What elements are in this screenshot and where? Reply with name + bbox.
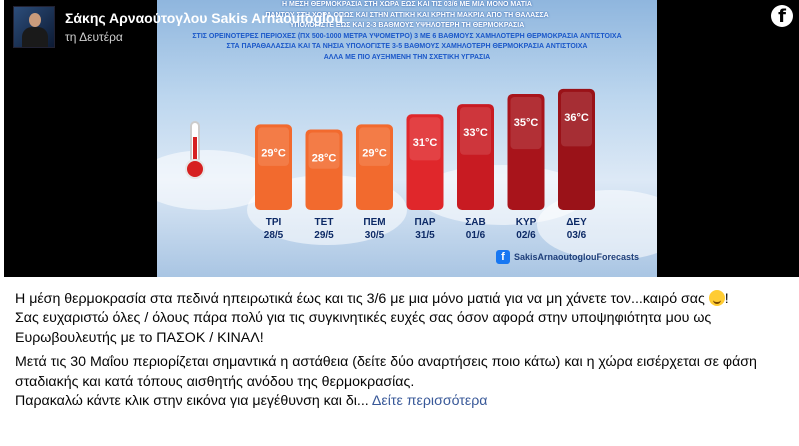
bar-group: 36°C ΔΕΥ 03/6 — [558, 88, 595, 241]
bar-highlight — [409, 117, 441, 161]
bar-highlight — [460, 107, 491, 155]
day-label: ΠΕΜ — [363, 217, 385, 228]
post-author: Σάκης Αρναούτογλου Sakis Arnaoutoglou τη… — [13, 6, 343, 48]
bar-group: 29°C ΤΡΙ 28/5 — [255, 124, 292, 241]
temperature-bar — [507, 93, 545, 210]
bar-group: 29°C ΠΕΜ 30/5 — [356, 124, 393, 241]
bar-highlight — [258, 127, 289, 166]
temperature-bar — [406, 114, 444, 210]
date-label: 30/5 — [365, 230, 385, 241]
day-label: ΠΑΡ — [414, 217, 435, 228]
forecast-graphic[interactable]: Η ΜΕΣΗ ΘΕΡΜΟΚΡΑΣΙΑ ΣΤΗ ΧΩΡΑ ΕΩΣ ΚΑΙ ΤΙΣ … — [157, 0, 657, 277]
temperature-bar — [305, 129, 343, 210]
post-paragraph-text: Μετά τις 30 Μαΐου περιορίζεται σημαντικά… — [15, 354, 757, 390]
headline-line: ΣΤΑ ΠΑΡΑΘΑΛΑΣΣΙΑ ΚΑΙ ΤΑ ΝΗΣΙΑ ΥΠΟΛΟΓΙΣΤΕ… — [226, 43, 588, 50]
facebook-icon: f — [496, 250, 510, 264]
temperature-value-label: 29°C — [362, 147, 387, 159]
headline-line: ΥΠΟΛΟΓΙΣΤΕ ΕΩΣ ΚΑΙ 2-3 ΒΑΘΜΟΥΣ ΥΨΗΛΟΤΕΡΗ… — [289, 22, 525, 29]
post-image[interactable]: Η ΜΕΣΗ ΘΕΡΜΟΚΡΑΣΙΑ ΣΤΗ ΧΩΡΑ ΕΩΣ ΚΑΙ ΤΙΣ … — [4, 0, 799, 277]
bar-highlight — [561, 91, 592, 147]
facebook-tag: f SakisArnaoutoglouForecasts — [496, 250, 639, 264]
cloud-decoration — [537, 190, 657, 260]
post-date[interactable]: τη Δευτέρα — [65, 30, 123, 44]
date-label: 03/6 — [567, 230, 587, 241]
bar-group: 31°C ΠΑΡ 31/5 — [406, 114, 444, 241]
temperature-bar-chart: 29°C ΤΡΙ 28/5 28°C ΤΕΤ 29/5 29°C ΠΕΜ 30/5 31°C ΠΑΡ… — [255, 88, 595, 241]
avatar[interactable] — [13, 6, 55, 48]
bar-highlight — [510, 96, 542, 150]
see-more-link[interactable]: Δείτε περισσότερα — [371, 393, 488, 410]
temperature-value-label: 36°C — [564, 112, 589, 124]
day-label: ΚΥΡ — [516, 217, 537, 228]
date-label: 31/5 — [415, 230, 435, 241]
post-paragraph-text: ! — [724, 291, 729, 307]
headline-line: ΣΤΙΣ ΟΡΕΙΝΟΤΕΡΕΣ ΠΕΡΙΟΧΕΣ (ΠΧ 500-1000 Μ… — [192, 32, 622, 40]
post-paragraph-text: Παρακαλώ κάντε κλικ στην εικόνα για μεγέ… — [15, 393, 369, 410]
day-label: ΤΡΙ — [266, 217, 282, 228]
headline-line: Η ΜΕΣΗ ΘΕΡΜΟΚΡΑΣΙΑ ΣΤΗ ΧΩΡΑ ΕΩΣ ΚΑΙ ΤΙΣ … — [282, 1, 532, 8]
facebook-logo-icon[interactable]: f — [771, 5, 793, 27]
post-paragraph-text: Σας ευχαριστώ όλες / όλους πάρα πολύ για… — [15, 310, 712, 346]
day-label: ΤΕΤ — [315, 217, 334, 228]
bar-highlight — [359, 127, 390, 166]
forecast-headline: Η ΜΕΣΗ ΘΕΡΜΟΚΡΑΣΙΑ ΣΤΗ ΧΩΡΑ ΕΩΣ ΚΑΙ ΤΙΣ … — [157, 0, 657, 63]
bar-group: 33°C ΣΑΒ 01/6 — [457, 104, 494, 241]
temperature-value-label: 31°C — [413, 137, 438, 149]
date-label: 01/6 — [466, 230, 486, 241]
facebook-tag-text: SakisArnaoutoglouForecasts — [514, 252, 640, 262]
date-label: 29/5 — [314, 230, 334, 241]
temperature-bar — [356, 124, 393, 210]
smiling-face-icon — [708, 290, 725, 306]
bar-group: 28°C ΤΕΤ 29/5 — [305, 129, 343, 241]
date-label: 28/5 — [264, 230, 284, 241]
temperature-bar — [457, 104, 494, 210]
date-label: 02/6 — [516, 230, 536, 241]
headline-line: ΠΑΝΤΟΥ ΣΤΗ ΧΩΡΑ ΟΠΩΣ ΚΑΙ ΣΤΗΝ ΑΤΤΙΚΗ ΚΑΙ… — [265, 11, 549, 19]
headline-line: ΑΛΛΑ ΜΕ ΠΙΟ ΑΥΞΗΜΕΝΗ ΤΗΝ ΣΧΕΤΙΚΗ ΥΓΡΑΣΙΑ — [323, 53, 491, 61]
post-text: Η μέση θερμοκρασία στα πεδινά ηπειρωτικά… — [15, 290, 790, 416]
temperature-bar — [558, 88, 595, 210]
temperature-value-label: 35°C — [514, 117, 539, 129]
post-paragraph-text: Η μέση θερμοκρασία στα πεδινά ηπειρωτικά… — [15, 291, 705, 307]
temperature-value-label: 33°C — [463, 127, 488, 139]
post-paragraph: Η μέση θερμοκρασία στα πεδινά ηπειρωτικά… — [15, 290, 790, 348]
bar-group: 35°C ΚΥΡ 02/6 — [507, 93, 545, 241]
day-label: ΣΑΒ — [465, 217, 485, 228]
day-label: ΔΕΥ — [566, 217, 587, 228]
temperature-bar — [255, 124, 292, 210]
post-paragraph: Μετά τις 30 Μαΐου περιορίζεται σημαντικά… — [15, 353, 790, 411]
author-name[interactable]: Σάκης Αρναούτογλου Sakis Arnaoutoglou — [65, 10, 343, 26]
temperature-value-label: 29°C — [261, 147, 286, 159]
temperature-value-label: 28°C — [312, 152, 337, 164]
bar-highlight — [308, 132, 340, 169]
